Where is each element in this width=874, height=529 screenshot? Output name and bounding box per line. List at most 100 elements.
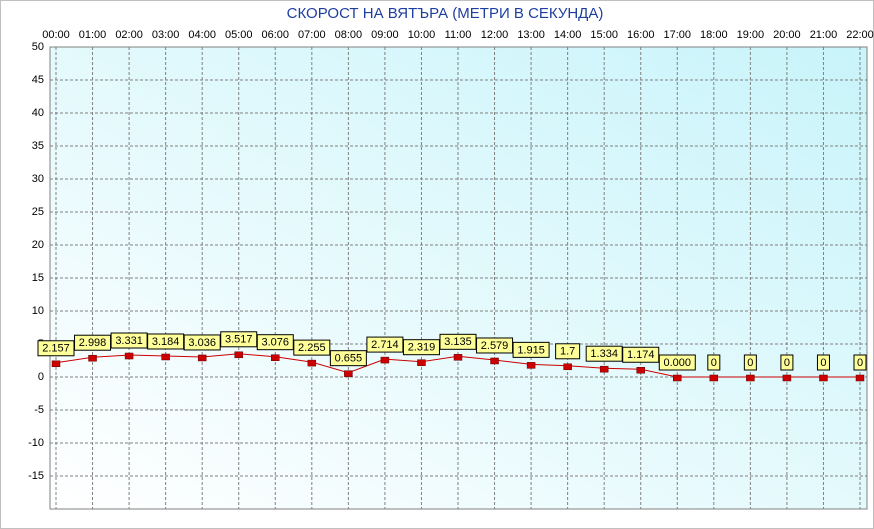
y-tick-label: 45 (32, 74, 44, 86)
data-label-box (743, 354, 757, 371)
x-tick-label: 20:00 (773, 29, 801, 41)
x-tick-label: 18:00 (700, 29, 728, 41)
data-label: 3.135 (444, 336, 472, 348)
marker (88, 354, 97, 362)
chart-title: СКОРОСТ НА ВЯТЪРА (МЕТРИ В СЕКУНДА) (287, 5, 604, 22)
data-label-box (476, 337, 514, 354)
data-label-box (707, 354, 721, 371)
data-label-box (512, 341, 550, 358)
data-label-box (658, 354, 696, 371)
x-tick-label: 08:00 (335, 29, 363, 41)
data-label-box (366, 336, 404, 353)
data-label-box (74, 334, 112, 351)
data-label-box (555, 343, 581, 360)
marker (51, 360, 61, 368)
marker (234, 351, 243, 359)
data-label-box (183, 334, 221, 351)
marker (746, 374, 755, 382)
x-tick-label: 22:00 (846, 29, 874, 41)
x-tick-label: 09:00 (371, 29, 399, 41)
x-tick-label: 13:00 (517, 29, 545, 41)
x-tick-label: 14:00 (554, 29, 582, 41)
data-label: 0 (820, 357, 826, 369)
marker (124, 352, 134, 360)
marker (197, 354, 207, 362)
x-tick-label: 21:00 (810, 29, 838, 41)
y-tick-label: 50 (32, 41, 44, 53)
x-tick-label: 16:00 (627, 29, 655, 41)
x-tick-label: 12:00 (481, 29, 509, 41)
data-label: 0.655 (335, 353, 363, 365)
data-label-box (402, 339, 440, 356)
data-label-box (293, 339, 331, 356)
data-label: 2.319 (408, 342, 436, 354)
marker (417, 359, 426, 366)
data-label: 2.157 (42, 343, 70, 355)
data-label-box (816, 354, 830, 371)
data-label: 0 (784, 357, 790, 369)
marker (380, 356, 390, 364)
y-tick-label: -5 (34, 404, 44, 416)
marker (855, 374, 865, 382)
x-tick-label: 03:00 (152, 29, 180, 41)
marker (599, 365, 609, 373)
data-label-box (853, 354, 867, 371)
x-tick-label: 01:00 (79, 29, 107, 41)
x-tick-label: 15:00 (590, 29, 618, 41)
x-tick-label: 19:00 (737, 29, 765, 41)
data-label-box (439, 333, 477, 350)
y-tick-label: 30 (32, 173, 44, 185)
data-label: 0 (857, 357, 863, 369)
x-tick-label: 07:00 (298, 29, 326, 41)
data-label: 2.714 (371, 339, 399, 351)
marker (819, 374, 828, 382)
marker (563, 363, 572, 371)
data-label: 0 (711, 357, 717, 369)
data-label: 3.331 (115, 335, 143, 347)
data-label: 3.184 (152, 336, 180, 348)
marker (709, 374, 719, 382)
x-tick-label: 02:00 (115, 29, 143, 41)
data-label-box (220, 331, 258, 348)
x-tick-label: 11:00 (445, 29, 472, 41)
data-label: 2.998 (79, 337, 107, 349)
data-label-box (147, 333, 185, 350)
marker (344, 370, 353, 377)
y-tick-label: 20 (32, 239, 44, 251)
data-label: 3.036 (188, 337, 216, 349)
data-label: 2.579 (481, 340, 509, 352)
x-tick-label: 05:00 (225, 29, 253, 41)
data-label-box (585, 345, 623, 362)
y-tick-label: 40 (32, 107, 44, 119)
x-tick-label: 06:00 (262, 29, 290, 41)
y-tick-label: 10 (32, 305, 44, 317)
y-tick-label: -15 (28, 470, 44, 482)
data-label-box (256, 334, 294, 351)
data-label: 2.255 (298, 342, 326, 354)
marker (161, 353, 170, 361)
data-label: 1.7 (560, 346, 575, 358)
marker (636, 367, 645, 374)
y-tick-label: -10 (28, 437, 44, 449)
data-label-box (37, 340, 75, 357)
data-label-box (622, 346, 660, 363)
marker (271, 354, 280, 361)
data-label: 3.076 (262, 337, 290, 349)
data-label: 1.334 (590, 348, 618, 360)
y-tick-label: 25 (32, 206, 44, 218)
marker (453, 354, 463, 361)
data-label: 0 (747, 357, 753, 369)
marker (307, 359, 317, 367)
x-tick-label: 17:00 (664, 29, 692, 41)
x-tick-label: 10:00 (408, 29, 436, 41)
marker (673, 374, 682, 382)
marker (526, 362, 536, 369)
x-tick-label: 04:00 (188, 29, 216, 41)
data-label: 3.517 (225, 334, 253, 346)
marker (490, 357, 499, 365)
marker (782, 374, 792, 382)
y-tick-label: 15 (32, 272, 44, 284)
data-label-box (780, 354, 794, 371)
y-tick-label: 35 (32, 140, 44, 152)
